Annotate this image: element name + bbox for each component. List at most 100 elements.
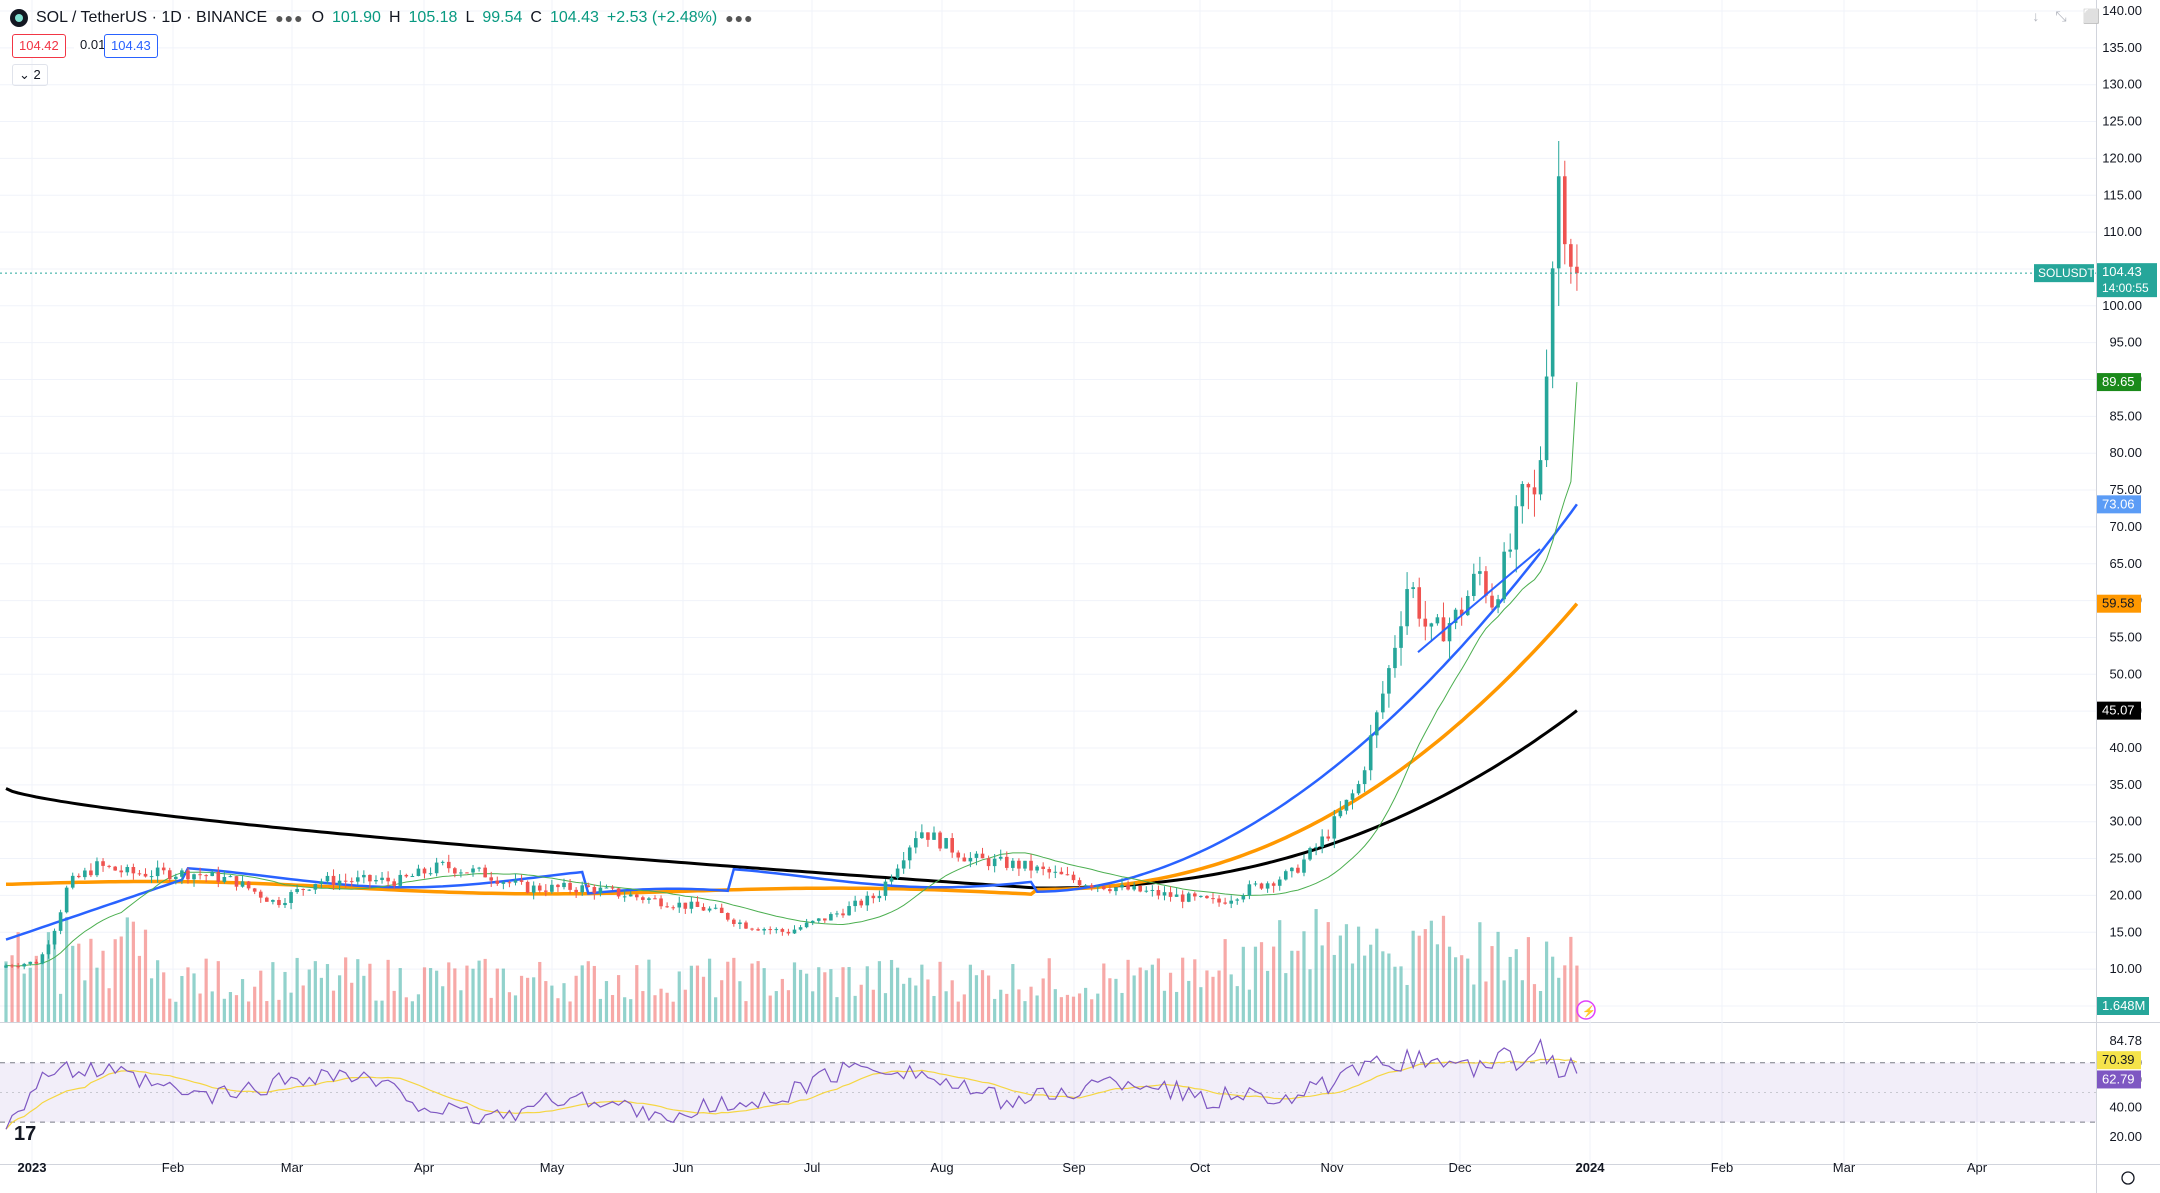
candle-body (28, 961, 33, 964)
volume-bar (1338, 935, 1342, 1022)
candle-body (58, 912, 63, 931)
candle-body (628, 894, 633, 897)
candle-body (210, 872, 215, 877)
candle-body (410, 876, 415, 878)
low-value: 99.54 (482, 9, 523, 26)
ma-green-line (5, 382, 1578, 967)
candle-body (568, 882, 572, 890)
countdown-value: 14:00:55 (2102, 281, 2149, 295)
candle-body (525, 881, 530, 893)
indicators-count: 2 (33, 67, 41, 82)
candle-body (1356, 784, 1361, 794)
volume-bar (52, 940, 57, 1022)
candle-body (1296, 867, 1300, 873)
volume-bar (1429, 920, 1433, 1022)
candle-body (998, 856, 1003, 859)
volume-bar (149, 978, 154, 1022)
candle-body (786, 931, 791, 934)
maximize-icon[interactable]: ⬜ (2082, 8, 2100, 24)
ask-price[interactable]: 104.43 (104, 34, 158, 58)
candle-body (477, 867, 481, 869)
candle-body (901, 860, 906, 869)
volume-bar (192, 973, 196, 1022)
volume-bar (459, 990, 463, 1022)
volume-bar (277, 999, 281, 1022)
volume-bar (489, 997, 493, 1022)
candle-body (1114, 887, 1118, 892)
symbol-title[interactable]: SOL / TetherUS · 1D · BINANCE (36, 9, 268, 26)
candle-body (1168, 892, 1173, 897)
price-tick-label: 140.00 (2102, 3, 2142, 18)
volume-bar (616, 975, 621, 1022)
volume-bar (1544, 941, 1549, 1022)
candle-body (883, 881, 888, 896)
volume-bar (610, 995, 615, 1022)
candle-body (246, 881, 251, 889)
volume-bar (283, 971, 287, 1022)
candle-body (1047, 868, 1052, 873)
candle-body (804, 922, 809, 928)
volume-bar (77, 943, 81, 1022)
candle-body (671, 907, 675, 909)
volume-bar (1363, 955, 1367, 1022)
volume-bar (168, 998, 172, 1022)
candle-body (1478, 571, 1482, 574)
volume-bar (240, 979, 245, 1022)
last-price-badge-bg (2097, 263, 2157, 298)
header-more-icon[interactable]: ●●● (725, 10, 754, 26)
volume-bar (1053, 989, 1057, 1022)
volume-badge-bg (2097, 997, 2149, 1015)
price-tick-label: 15.00 (2109, 924, 2142, 939)
candle-body (228, 876, 233, 878)
volume-bar (774, 991, 778, 1022)
volume-bar (234, 995, 239, 1022)
price-tick-label: 20.00 (2109, 887, 2142, 902)
candle-body (853, 900, 857, 907)
candle-body (101, 861, 105, 866)
compress-icon[interactable]: ⤡ (2055, 8, 2067, 24)
volume-bar (1241, 946, 1245, 1022)
volume-bar (441, 986, 445, 1022)
candle-body (598, 887, 603, 894)
candle-body (683, 902, 688, 909)
time-tick-label: Mar (281, 1160, 304, 1175)
candle-body (222, 877, 227, 882)
more-options-icon[interactable]: ●●● (275, 10, 304, 26)
volume-bar (1411, 930, 1415, 1022)
volume-bar (726, 961, 730, 1022)
candle-body (380, 877, 384, 881)
arrow-down-icon[interactable]: ↓ (2032, 8, 2040, 24)
bid-price[interactable]: 104.42 (12, 34, 66, 58)
candle-body (216, 872, 221, 882)
time-tick-label: Feb (162, 1160, 184, 1175)
candle-body (64, 887, 69, 913)
volume-bar (750, 963, 754, 1022)
candle-body (1562, 176, 1567, 245)
volume-bar (1526, 937, 1530, 1022)
candle-body (404, 874, 409, 877)
volume-bar (1114, 978, 1118, 1022)
volume-bar (653, 995, 657, 1022)
volume-bar (507, 992, 512, 1022)
open-value: 101.90 (332, 9, 381, 26)
candle-body (446, 861, 451, 869)
ma-black-badge-bg (2097, 701, 2141, 720)
candle-body (889, 877, 894, 882)
candle-body (289, 892, 293, 903)
volume-bar (1059, 997, 1063, 1022)
candle-body (622, 896, 627, 898)
candle-body (1350, 793, 1355, 800)
candle-body (174, 876, 178, 880)
volume-bar (544, 981, 548, 1022)
change-value: +2.53 (+2.48%) (606, 9, 718, 26)
low-label: L (465, 9, 475, 26)
volume-bar (1211, 976, 1215, 1022)
time-tick-label: May (540, 1160, 565, 1175)
indicators-collapse-button[interactable]: ⌄ 2 (12, 64, 48, 86)
candle-body (167, 870, 172, 880)
chart-toolbar: ↓ ⤡ ⬜ (2032, 8, 2100, 25)
volume-bar (162, 972, 166, 1022)
volume-bar (362, 975, 366, 1022)
settings-gear-icon (2121, 1171, 2135, 1185)
